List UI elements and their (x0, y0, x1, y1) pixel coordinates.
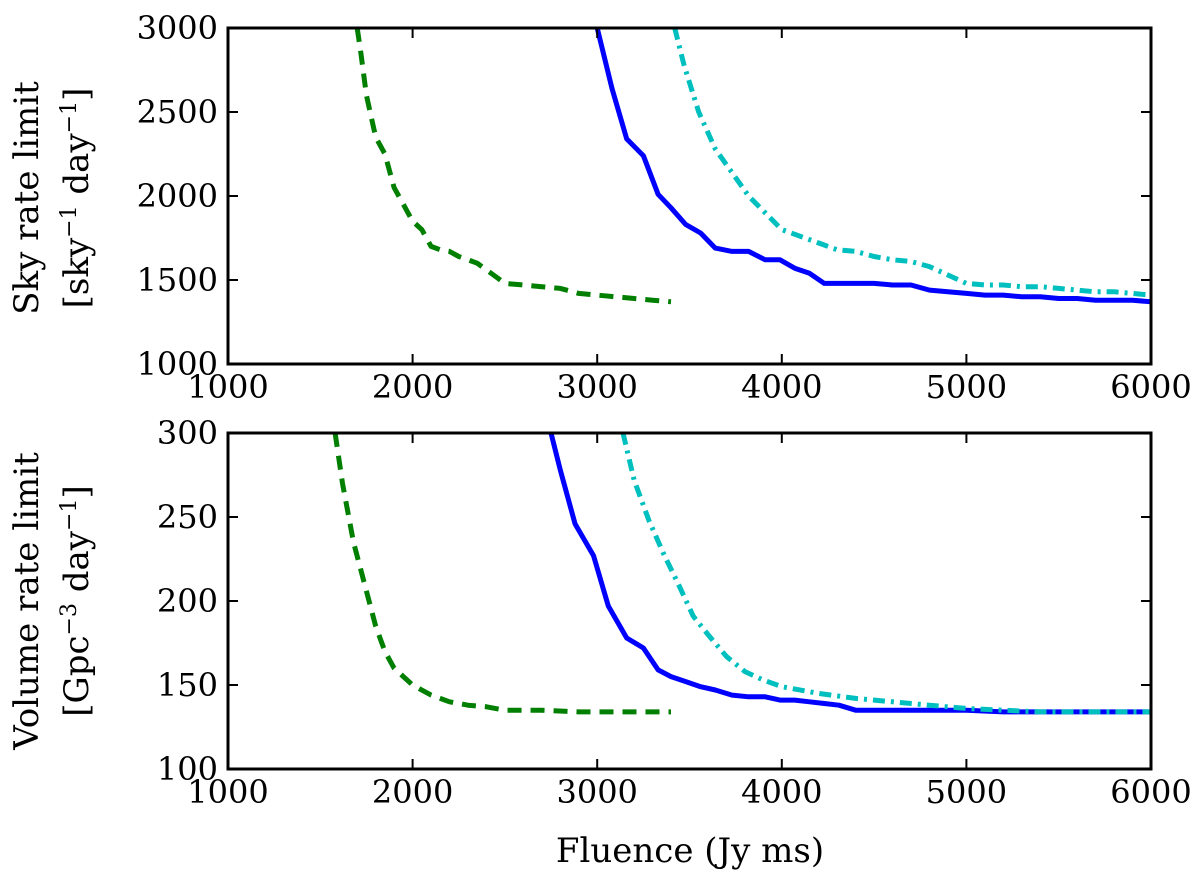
ylabel-part: ] (57, 88, 97, 101)
x-tick-label: 2000 (372, 368, 453, 406)
ylabel-sup: −3 (57, 603, 82, 635)
y-tick-label: 3000 (137, 9, 218, 47)
x-tick-label: 3000 (556, 773, 637, 811)
ylabel-part: day (57, 133, 97, 206)
x-tick-label: 4000 (741, 368, 822, 406)
y-tick-label: 100 (157, 750, 218, 788)
series-line-dashdot (672, 28, 1151, 298)
x-tick-label: 3000 (556, 368, 637, 406)
axes-frame (226, 431, 1153, 771)
y-tick-label: 300 (157, 414, 218, 452)
series-line-solid (594, 28, 1151, 305)
series-line-dashed (332, 433, 671, 715)
ticks-layer: 1000 2000 3000 4000 5000 6000 1000 1500 2000 2500… (137, 9, 1192, 406)
x-tick-label: 1000 (187, 773, 268, 811)
x-tick-label: 2000 (372, 773, 453, 811)
panel-sky-rate: 1000 2000 3000 4000 5000 6000 1000 1500 2000 2500… (7, 9, 1192, 406)
ylabel-sup: −1 (57, 499, 82, 531)
x-axis-label: Fluence (Jy ms) (556, 831, 824, 871)
y-tick-label: 1000 (137, 345, 218, 383)
x-tick-label: 4000 (741, 773, 822, 811)
series-layer (354, 28, 1151, 305)
y-axis-label-line2: [sky−1 day−1] (57, 88, 97, 309)
y-tick-label: 2000 (137, 177, 218, 215)
ylabel-sup: −1 (57, 205, 82, 237)
series-line-solid (548, 433, 1151, 715)
ylabel-part: ] (57, 485, 97, 498)
x-tick-label: 6000 (1110, 773, 1191, 811)
y-tick-label: 150 (157, 666, 218, 704)
y-axis-label-line2: [Gpc−3 day−1] (57, 485, 97, 716)
x-tick-label: 1000 (187, 368, 268, 406)
y-tick-label: 200 (157, 582, 218, 620)
ylabel-part: [Gpc (57, 635, 97, 716)
panel-volume-rate: 1000 2000 3000 4000 5000 6000100150200250300 … (7, 414, 1192, 871)
ylabel-part: day (57, 530, 97, 603)
y-axis-label-line1: Sky rate limit (7, 81, 47, 315)
x-tick-label: 5000 (926, 773, 1007, 811)
series-layer (332, 433, 1151, 715)
ylabel-part: [sky (57, 237, 97, 308)
y-tick-label: 2500 (137, 93, 218, 131)
y-tick-label: 1500 (137, 261, 218, 299)
ylabel-sup: −1 (57, 101, 82, 133)
series-line-dashdot (620, 433, 1151, 715)
x-tick-label: 5000 (926, 368, 1007, 406)
x-tick-label: 6000 (1110, 368, 1191, 406)
ticks-layer: 1000 2000 3000 4000 5000 6000 100 150 200 250 300 (157, 414, 1192, 811)
y-axis-label-line1: Volume rate limit (7, 452, 47, 751)
series-line-dashed (354, 28, 672, 305)
y-tick-label: 250 (157, 498, 218, 536)
